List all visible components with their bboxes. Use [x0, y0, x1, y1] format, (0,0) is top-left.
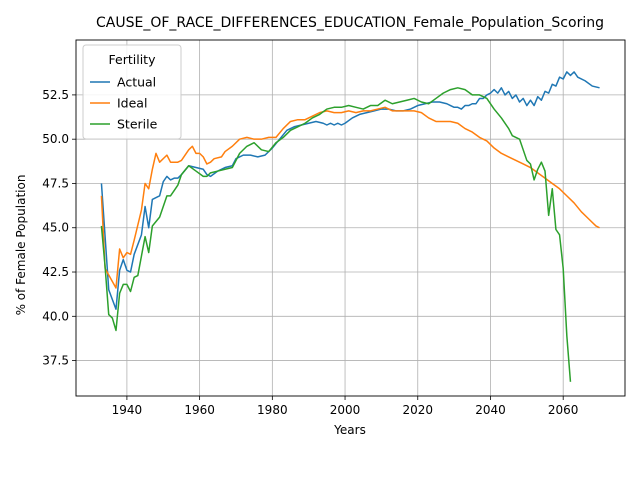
x-tick-label: 2020 — [402, 403, 433, 417]
x-tick-label: 1980 — [257, 403, 288, 417]
x-axis-label: Years — [333, 423, 366, 437]
legend-box — [82, 44, 182, 140]
x-tick-label: 1960 — [184, 403, 215, 417]
x-tick-label: 1940 — [112, 403, 143, 417]
y-axis-label: % of Female Population — [14, 175, 28, 316]
legend: Fertility Actual Ideal Sterile — [82, 44, 182, 140]
series-line-sterile — [100, 87, 572, 382]
x-tick-label: 2040 — [475, 403, 506, 417]
y-tick-label: 50.0 — [42, 132, 69, 146]
series-lines — [100, 71, 600, 382]
x-axis-ticks: 1940 1960 1980 2000 2020 2040 2060 — [112, 396, 579, 417]
y-axis-ticks: 37.5 40.0 42.5 45.0 47.5 50.0 52.5 — [42, 88, 76, 368]
y-tick-label: 40.0 — [42, 309, 69, 323]
legend-items: Actual Ideal Sterile — [90, 75, 158, 132]
y-tick-label: 42.5 — [42, 265, 69, 279]
chart-title: CAUSE_OF_RACE_DIFFERENCES_EDUCATION_Fema… — [96, 15, 604, 31]
gridlines — [76, 40, 625, 396]
legend-label-ideal: Ideal — [117, 96, 147, 111]
y-tick-label: 52.5 — [42, 88, 69, 102]
y-tick-label: 37.5 — [42, 354, 69, 368]
legend-label-sterile: Sterile — [117, 117, 158, 132]
series-line-actual — [100, 71, 600, 310]
plot-frame — [75, 39, 626, 397]
x-tick-label: 2060 — [548, 403, 579, 417]
x-tick-label: 2000 — [330, 403, 361, 417]
legend-title: Fertility — [109, 52, 157, 67]
y-tick-label: 47.5 — [42, 176, 69, 190]
legend-label-actual: Actual — [117, 75, 156, 90]
series-line-ideal — [100, 106, 600, 289]
y-tick-label: 45.0 — [42, 221, 69, 235]
